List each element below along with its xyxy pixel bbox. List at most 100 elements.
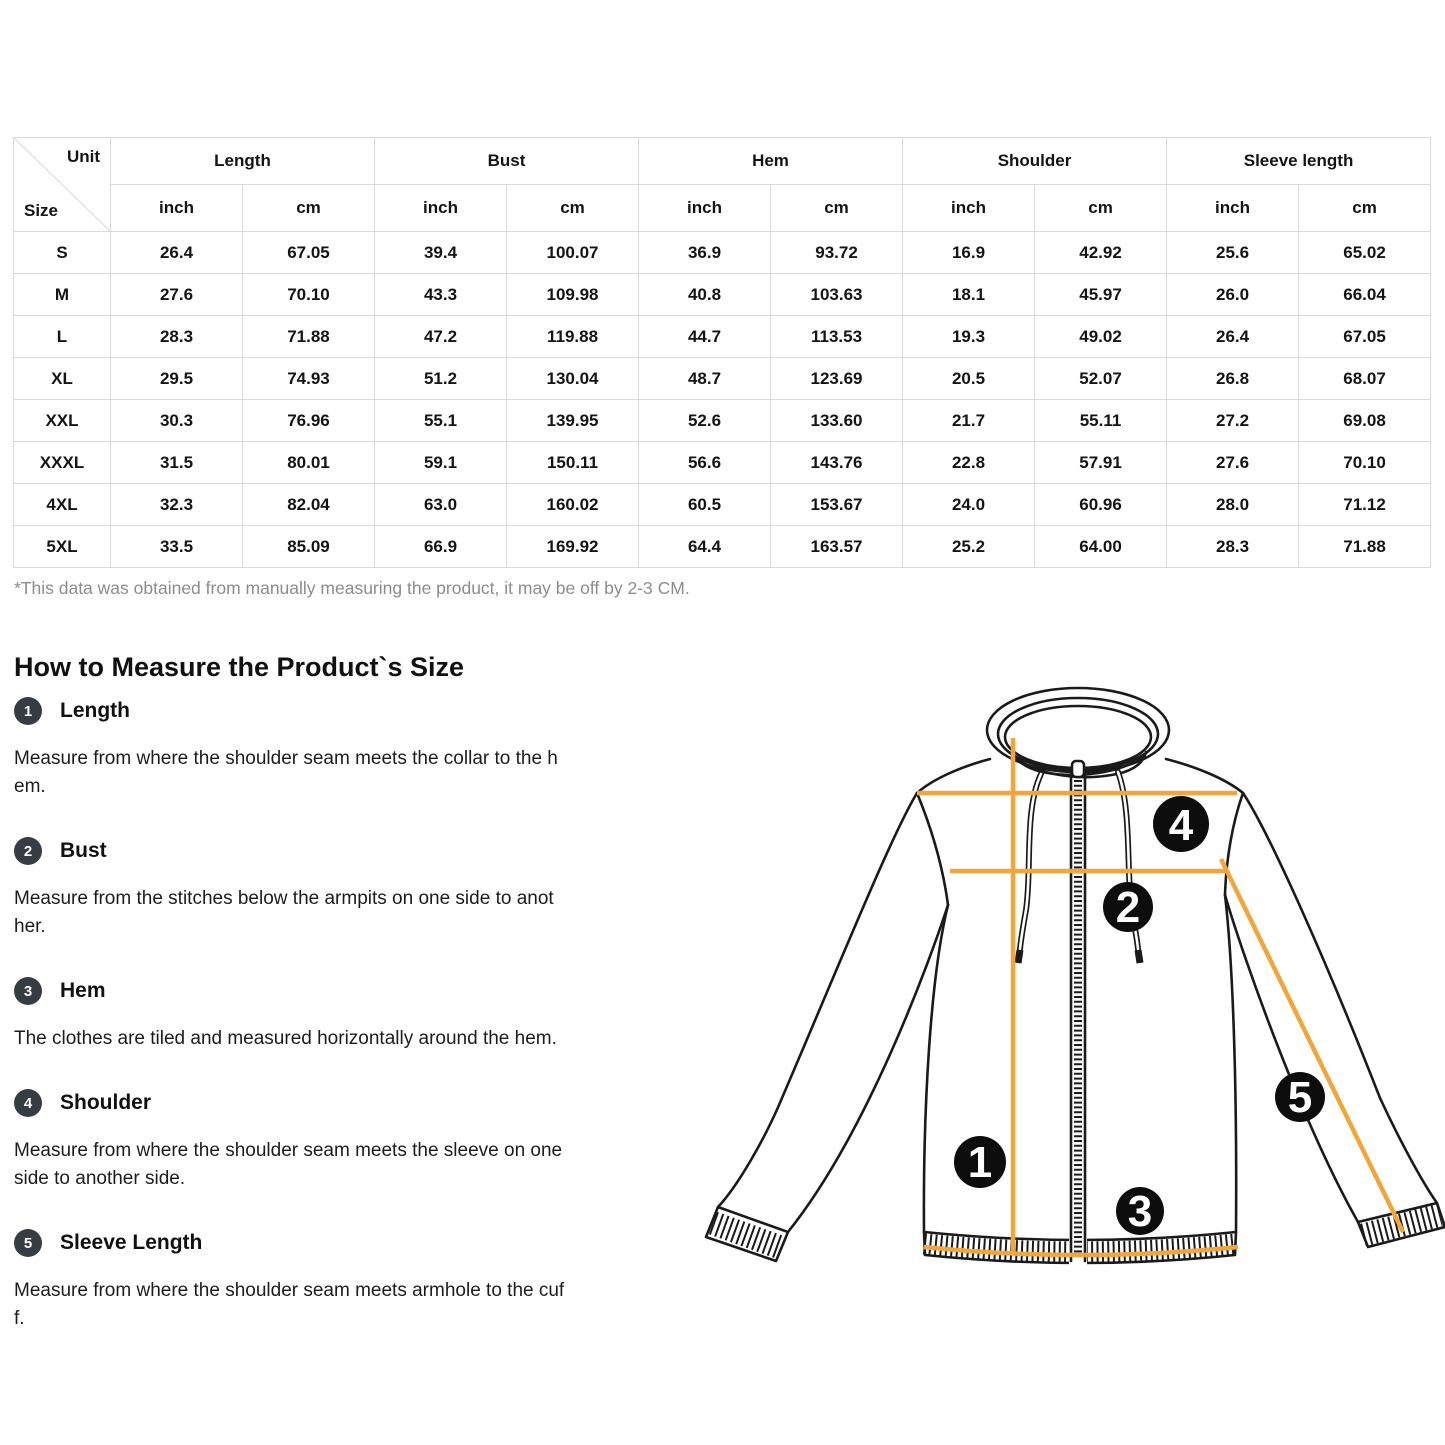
- measure-badge-5-number: 5: [1288, 1073, 1312, 1122]
- drawstring-right-aglet: [1134, 949, 1144, 964]
- value-cell: 29.5: [110, 357, 243, 400]
- value-cell: 36.9: [638, 231, 771, 274]
- value-cell: 48.7: [638, 357, 771, 400]
- group-header-bust: Bust: [374, 137, 639, 185]
- value-cell: 25.6: [1166, 231, 1300, 274]
- value-cell: 42.92: [1034, 231, 1168, 274]
- item-description: The clothes are tiled and measured horiz…: [14, 1028, 557, 1049]
- value-cell: 123.69: [769, 357, 904, 400]
- size-cell: 5XL: [13, 525, 111, 568]
- item-description: Measure from where the shoulder seam mee…: [14, 1140, 563, 1189]
- cuff-left-outline: [704, 1205, 790, 1263]
- measure-badge-5: [1275, 1072, 1325, 1122]
- value-cell: 16.9: [902, 231, 1036, 274]
- unit-header: inch: [902, 184, 1036, 232]
- value-cell: 130.04: [506, 357, 639, 400]
- collar-lapel-left: [1011, 750, 1148, 779]
- value-cell: 66.9: [374, 525, 507, 568]
- value-cell: 26.4: [1166, 315, 1300, 358]
- size-row: XXL 30.3 76.96 55.1 139.95 52.6 133.60 21.7 55.1…: [13, 399, 1432, 442]
- unit-header: cm: [1298, 184, 1432, 232]
- unit-header: cm: [242, 184, 375, 232]
- unit-header: cm: [769, 184, 904, 232]
- item-label: Bust: [60, 839, 107, 862]
- value-cell: 143.76: [769, 441, 904, 484]
- measure-item-header: 2 Bust: [14, 837, 646, 865]
- diagonal-divider: [14, 138, 110, 231]
- unit-header: inch: [638, 184, 771, 232]
- corner-size-label: Size: [24, 201, 59, 220]
- value-cell: 55.11: [1034, 399, 1168, 442]
- measure-badge-2: [1103, 882, 1153, 932]
- item-description: Measure from where the shoulder seam mee…: [14, 1280, 565, 1329]
- size-chart-table: Unit Size Length Bust Hem Shoulder Sleev…: [13, 137, 1432, 568]
- value-cell: 20.5: [902, 357, 1036, 400]
- value-cell: 100.07: [506, 231, 639, 274]
- value-cell: 59.1: [374, 441, 507, 484]
- measure-badge-2-number: 2: [1116, 883, 1140, 932]
- value-cell: 119.88: [506, 315, 639, 358]
- item-number-badge: 3: [14, 977, 42, 1005]
- value-cell: 63.0: [374, 483, 507, 526]
- value-cell: 71.12: [1298, 483, 1432, 526]
- value-cell: 28.3: [1166, 525, 1300, 568]
- value-cell: 30.3: [110, 399, 243, 442]
- sleeve-right-inner: [1223, 893, 1360, 1224]
- drawstring-left-core: [1018, 772, 1043, 951]
- value-cell: 24.0: [902, 483, 1036, 526]
- value-cell: 76.96: [242, 399, 375, 442]
- value-cell: 67.05: [1298, 315, 1432, 358]
- value-cell: 169.92: [506, 525, 639, 568]
- measure-item-header: 5 Sleeve Length: [14, 1229, 646, 1257]
- value-cell: 26.8: [1166, 357, 1300, 400]
- measure-badge-4-number: 4: [1169, 801, 1194, 850]
- value-cell: 65.02: [1298, 231, 1432, 274]
- sleeve-left-outer: [716, 791, 919, 1209]
- size-row: XL 29.5 74.93 51.2 130.04 48.7 123.69 20.5 52.07…: [13, 357, 1432, 400]
- shoulder-left: [915, 757, 992, 795]
- size-row: S 26.4 67.05 39.4 100.07 36.9 93.72 16.9 42.92 25…: [13, 231, 1432, 274]
- measure-item-bust: 2 Bust Measure from the stitches below t…: [14, 837, 646, 941]
- unit-header: inch: [374, 184, 507, 232]
- group-header-sleeve-length: Sleeve length: [1166, 137, 1432, 185]
- section-heading: How to Measure the Product`s Size: [14, 652, 465, 683]
- armhole-seam-right: [1223, 791, 1245, 897]
- value-cell: 27.6: [1166, 441, 1300, 484]
- shoulder-right: [1164, 757, 1245, 795]
- measure-badge-1: [954, 1136, 1006, 1188]
- item-label: Length: [60, 699, 130, 722]
- value-cell: 49.02: [1034, 315, 1168, 358]
- item-label: Hem: [60, 979, 106, 1002]
- measure-badge-1-number: 1: [968, 1138, 992, 1187]
- body-left-edge: [922, 903, 950, 1234]
- cuff-right-outline: [1356, 1201, 1445, 1249]
- size-row: 4XL 32.3 82.04 63.0 160.02 60.5 153.67 24.0 60.9…: [13, 483, 1432, 526]
- size-table-body: S 26.4 67.05 39.4 100.07 36.9 93.72 16.9 42.92 25…: [13, 231, 1432, 568]
- value-cell: 133.60: [769, 399, 904, 442]
- corner-unit-label: Unit: [66, 147, 100, 166]
- measure-item-shoulder: 4 Shoulder Measure from where the should…: [14, 1089, 646, 1193]
- value-cell: 70.10: [242, 273, 375, 316]
- size-cell: XXXL: [13, 441, 111, 484]
- value-cell: 60.5: [638, 483, 771, 526]
- value-cell: 39.4: [374, 231, 507, 274]
- value-cell: 40.8: [638, 273, 771, 316]
- unit-header: inch: [110, 184, 243, 232]
- corner-cell: Unit Size: [13, 137, 111, 232]
- size-cell: 4XL: [13, 483, 111, 526]
- value-cell: 28.3: [110, 315, 243, 358]
- measure-line-hem: [923, 1244, 1239, 1258]
- value-cell: 64.00: [1034, 525, 1168, 568]
- measure-item-header: 3 Hem: [14, 977, 646, 1005]
- item-number-badge: 2: [14, 837, 42, 865]
- size-cell: S: [13, 231, 111, 274]
- table-footnote: *This data was obtained from manually me…: [14, 578, 690, 598]
- size-row: M 27.6 70.10 43.3 109.98 40.8 103.63 18.1 45.97 2…: [13, 273, 1432, 316]
- value-cell: 67.05: [242, 231, 375, 274]
- hood-rim-inner: [1003, 704, 1153, 770]
- zipper-pull: [1070, 759, 1086, 779]
- jacket-illustration: 4 2 5 1 3: [704, 686, 1445, 1266]
- value-cell: 26.0: [1166, 273, 1300, 316]
- value-cell: 68.07: [1298, 357, 1432, 400]
